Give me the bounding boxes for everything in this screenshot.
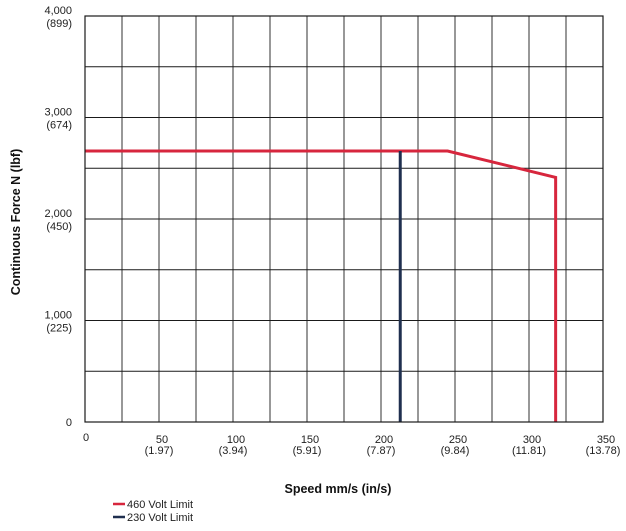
- y-tick-sublabel: (674): [46, 120, 72, 132]
- x-tick-label: 0: [83, 432, 89, 444]
- y-tick-label: 2,000: [44, 208, 72, 220]
- x-axis-title: Speed mm/s (in/s): [285, 482, 392, 496]
- x-tick-sublabel: (3.94): [219, 445, 248, 457]
- series-line-460-volt-limit: [85, 149, 558, 422]
- x-tick-label: 200: [375, 434, 393, 446]
- y-tick-sublabel: (450): [46, 221, 72, 233]
- y-tick-sublabel: (899): [46, 18, 72, 30]
- x-tick-sublabel: (9.84): [441, 445, 470, 457]
- plot-frame: [84, 15, 604, 423]
- x-axis-ticks: 0 50(1.97)100(3.94)150(5.91)200(7.87)250(…: [83, 432, 620, 457]
- y-tick-label: 0: [66, 417, 72, 429]
- legend-label: 460 Volt Limit: [127, 499, 193, 511]
- grid: [85, 16, 603, 422]
- y-axis-title: Continuous Force N (lbf): [9, 149, 23, 296]
- y-tick-sublabel: (225): [46, 323, 72, 335]
- x-tick-sublabel: (13.78): [586, 445, 621, 457]
- x-tick-label: 250: [449, 434, 467, 446]
- x-tick-label: 150: [301, 434, 319, 446]
- y-tick-label: 3,000: [44, 107, 72, 119]
- y-axis-ticks: 0 1,000(225) 2,000(450) 3,000(674) 4,000(899…: [44, 5, 72, 429]
- legend-label: 230 Volt Limit: [127, 512, 193, 524]
- series-lines: [85, 149, 558, 422]
- y-tick-label: 4,000: [44, 5, 72, 17]
- x-tick-sublabel: (1.97): [145, 445, 174, 457]
- x-tick-label: 50: [156, 434, 168, 446]
- x-tick-sublabel: (7.87): [367, 445, 396, 457]
- x-tick-sublabel: (11.81): [512, 445, 546, 457]
- x-tick-sublabel: (5.91): [293, 445, 322, 457]
- x-tick-label: 100: [227, 434, 245, 446]
- x-tick-label: 350: [597, 434, 615, 446]
- x-tick-label: 300: [523, 434, 541, 446]
- y-tick-label: 1,000: [44, 310, 72, 322]
